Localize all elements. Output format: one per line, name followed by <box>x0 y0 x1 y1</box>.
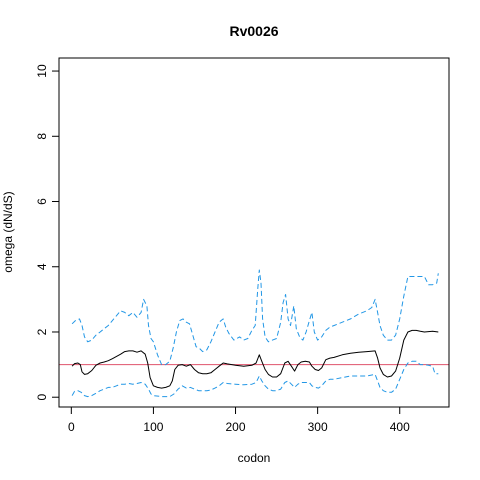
x-tick-label: 400 <box>390 420 410 434</box>
x-axis: 0 100 200 300 400 <box>68 406 410 434</box>
y-tick-label: 8 <box>35 133 49 140</box>
x-axis-label: codon <box>238 451 271 465</box>
plot-marks <box>59 269 449 398</box>
y-axis: 0 2 4 6 8 10 <box>35 64 60 401</box>
chart-title: Rv0026 <box>229 23 278 39</box>
y-axis-label: omega (dN/dS) <box>1 191 15 272</box>
x-tick-label: 0 <box>68 420 75 434</box>
y-tick-label: 2 <box>35 328 49 335</box>
y-tick-label: 10 <box>35 64 49 78</box>
x-tick-label: 200 <box>226 420 246 434</box>
y-tick-label: 6 <box>35 198 49 205</box>
x-tick-label: 300 <box>308 420 328 434</box>
x-tick-label: 100 <box>143 420 163 434</box>
upper-bound-line <box>71 269 439 366</box>
lower-bound-line <box>71 360 439 398</box>
omega-line <box>71 329 439 389</box>
y-tick-label: 4 <box>35 263 49 270</box>
y-tick-label: 0 <box>35 394 49 401</box>
